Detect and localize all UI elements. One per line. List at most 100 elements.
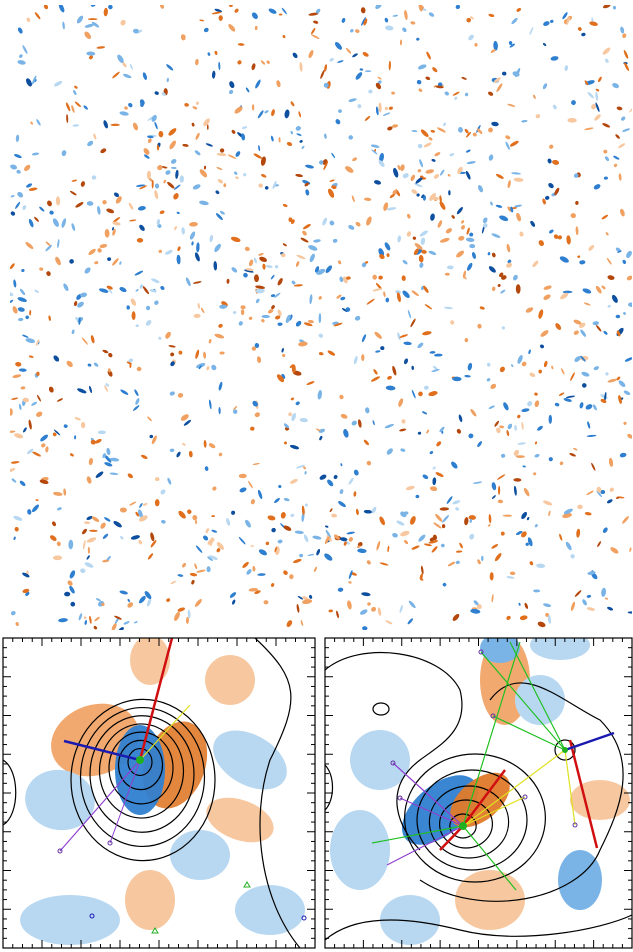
blob <box>367 602 371 606</box>
blob <box>491 594 494 603</box>
blob <box>78 613 83 621</box>
blob <box>399 39 403 46</box>
blob <box>361 17 366 26</box>
blob <box>96 46 105 49</box>
blob <box>384 106 389 111</box>
blob <box>601 587 606 597</box>
blob <box>494 420 499 427</box>
blob <box>455 5 461 9</box>
blob <box>216 548 221 553</box>
blob <box>129 501 137 506</box>
blob <box>548 510 551 517</box>
blob <box>440 238 450 243</box>
blob <box>503 402 509 411</box>
blob <box>189 222 198 227</box>
blob <box>479 306 485 310</box>
blob <box>52 432 57 437</box>
blob <box>206 797 274 843</box>
blob <box>437 220 443 228</box>
blob <box>163 179 167 184</box>
blob <box>80 422 86 429</box>
blob <box>250 426 255 431</box>
blob <box>142 286 149 295</box>
blob <box>402 173 408 179</box>
blob <box>345 307 351 312</box>
blob <box>45 241 51 247</box>
blob <box>295 261 300 267</box>
blob <box>82 539 86 550</box>
blob <box>606 499 613 504</box>
blob <box>87 18 98 20</box>
blob <box>339 489 344 494</box>
blob <box>290 397 295 401</box>
blob <box>528 349 531 355</box>
blob <box>361 334 367 343</box>
blob <box>89 55 93 60</box>
blob <box>324 133 327 139</box>
blob <box>99 244 108 248</box>
blob <box>312 535 322 540</box>
blob <box>424 304 433 310</box>
blob <box>591 462 596 471</box>
blob <box>108 352 113 358</box>
blob <box>100 148 107 154</box>
blob <box>255 79 261 89</box>
blob <box>348 570 353 580</box>
blob <box>522 465 526 468</box>
blob <box>410 21 416 25</box>
blob <box>385 297 390 303</box>
blob <box>166 77 169 83</box>
blob <box>325 529 332 539</box>
blob <box>10 461 20 464</box>
blob <box>401 275 406 281</box>
blob <box>629 107 632 113</box>
blob <box>365 261 369 264</box>
blob <box>613 155 620 160</box>
blob <box>416 193 420 197</box>
blob <box>91 516 100 522</box>
blob <box>53 429 61 436</box>
blob <box>490 201 493 206</box>
contour <box>79 706 206 848</box>
blob <box>507 180 511 189</box>
blob <box>603 149 608 154</box>
blob <box>178 510 186 519</box>
blob <box>435 85 444 89</box>
blob <box>301 145 305 149</box>
blob <box>264 186 269 190</box>
blob <box>468 515 476 520</box>
vector <box>480 651 566 751</box>
blob <box>303 322 313 327</box>
blob <box>139 185 148 190</box>
blob <box>345 166 354 173</box>
blob <box>458 414 463 423</box>
blob <box>405 485 415 491</box>
blob <box>199 200 209 206</box>
blob <box>441 524 446 529</box>
blob <box>607 378 617 383</box>
vector <box>564 749 576 826</box>
blob <box>74 85 78 89</box>
blob <box>511 364 514 367</box>
blob <box>439 195 442 203</box>
blob <box>508 41 513 45</box>
blob <box>570 372 575 381</box>
vector <box>462 825 517 891</box>
blob <box>39 479 49 484</box>
blob <box>311 28 316 35</box>
blob <box>25 591 30 596</box>
blob <box>22 45 28 54</box>
blob <box>245 268 254 271</box>
blob <box>417 143 423 149</box>
blob <box>293 558 302 564</box>
blob <box>251 346 257 351</box>
blob <box>91 175 97 180</box>
blob <box>309 253 315 263</box>
blob <box>331 152 336 159</box>
blob <box>119 261 122 265</box>
contour <box>554 739 576 761</box>
blob <box>72 124 79 127</box>
blob <box>521 361 527 367</box>
blob <box>348 98 357 102</box>
blob <box>290 130 294 135</box>
